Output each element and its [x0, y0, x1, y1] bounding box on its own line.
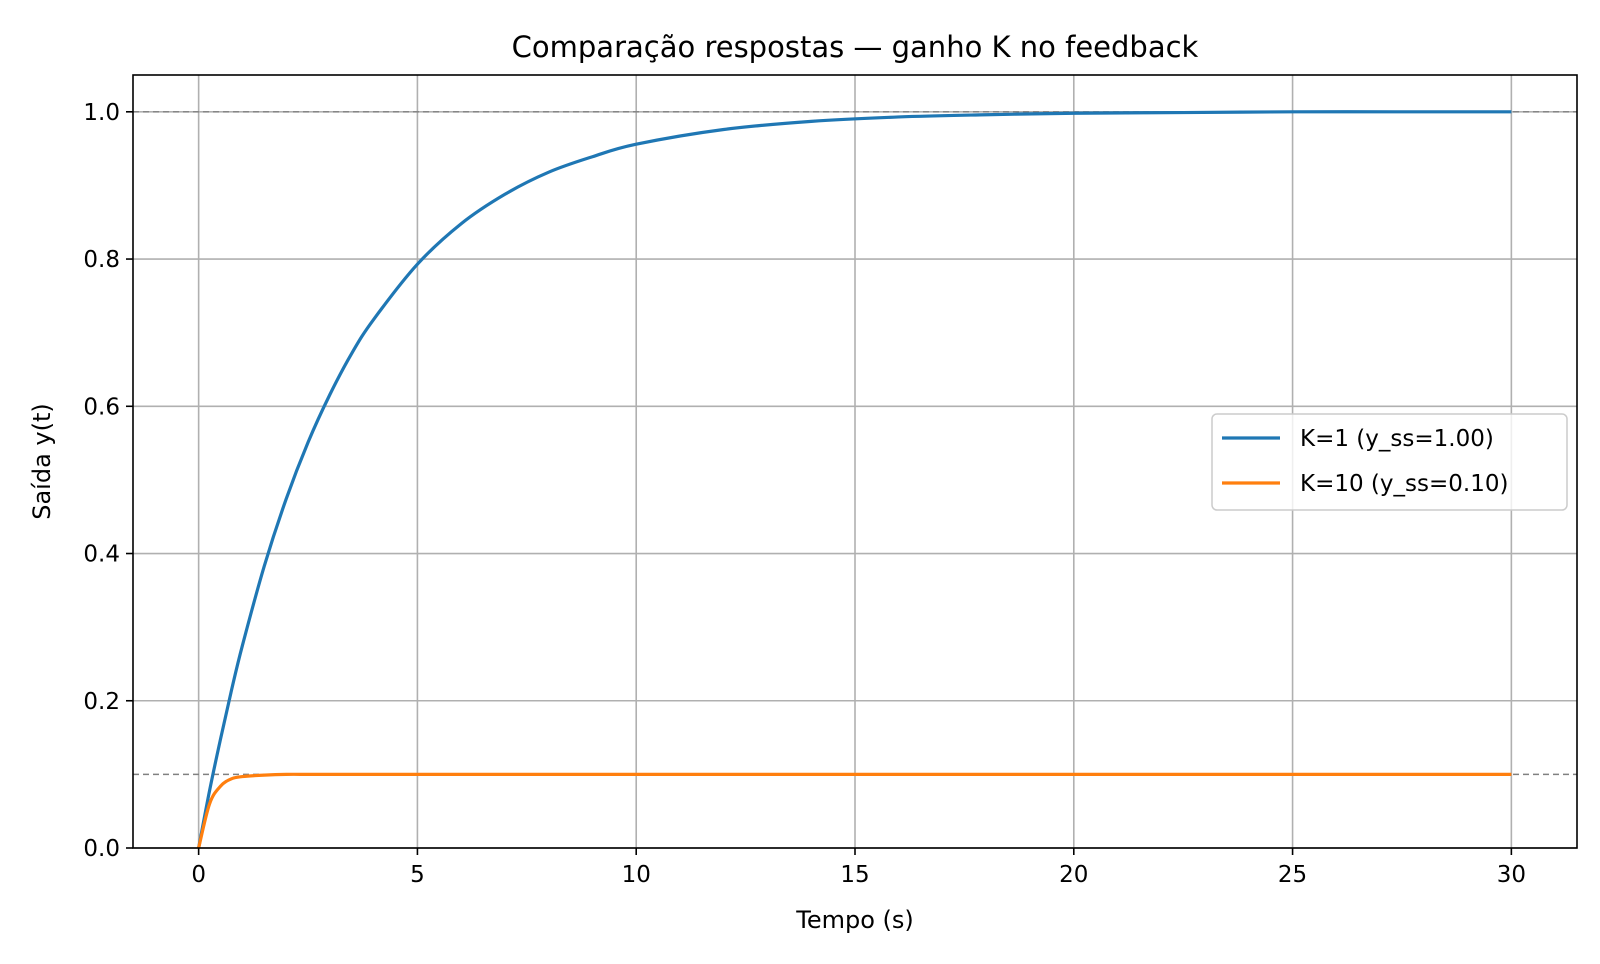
legend-label-2: K=10 (y_ss=0.10) [1300, 471, 1508, 497]
x-tick-label: 10 [622, 862, 651, 888]
y-ticks-layer: 0.0 0.2 0.4 0.6 0.8 1.0 [83, 100, 133, 862]
legend-label-1: K=1 (y_ss=1.00) [1300, 426, 1494, 452]
y-tick-label: 0.4 [83, 542, 120, 568]
y-tick-label: 0.6 [83, 394, 120, 420]
x-tick-label: 25 [1278, 862, 1307, 888]
x-tick-label: 15 [840, 862, 869, 888]
y-tick-label: 0.8 [83, 247, 120, 273]
x-tick-label: 5 [410, 862, 425, 888]
series-layer [197, 110, 1512, 849]
y-tick-label: 1.0 [83, 100, 120, 126]
chart-title: Comparação respostas — ganho K no feedba… [512, 30, 1199, 64]
x-tick-label: 30 [1497, 862, 1526, 888]
x-tick-label: 20 [1059, 862, 1088, 888]
series-line-1 [197, 110, 1512, 849]
x-ticks-layer: 0 5 10 15 20 25 30 [191, 848, 1526, 888]
y-axis-label: Saída y(t) [28, 403, 56, 520]
series-line-2 [197, 772, 1512, 849]
legend-box [1211, 413, 1568, 511]
x-axis-label: Tempo (s) [795, 906, 914, 934]
y-tick-label: 0.2 [83, 689, 120, 715]
legend: K=1 (y_ss=1.00) K=10 (y_ss=0.10) [1211, 413, 1568, 511]
x-tick-label: 0 [191, 862, 206, 888]
legend-items: K=1 (y_ss=1.00) K=10 (y_ss=0.10) [1222, 426, 1508, 497]
y-tick-label: 0.0 [83, 836, 120, 862]
